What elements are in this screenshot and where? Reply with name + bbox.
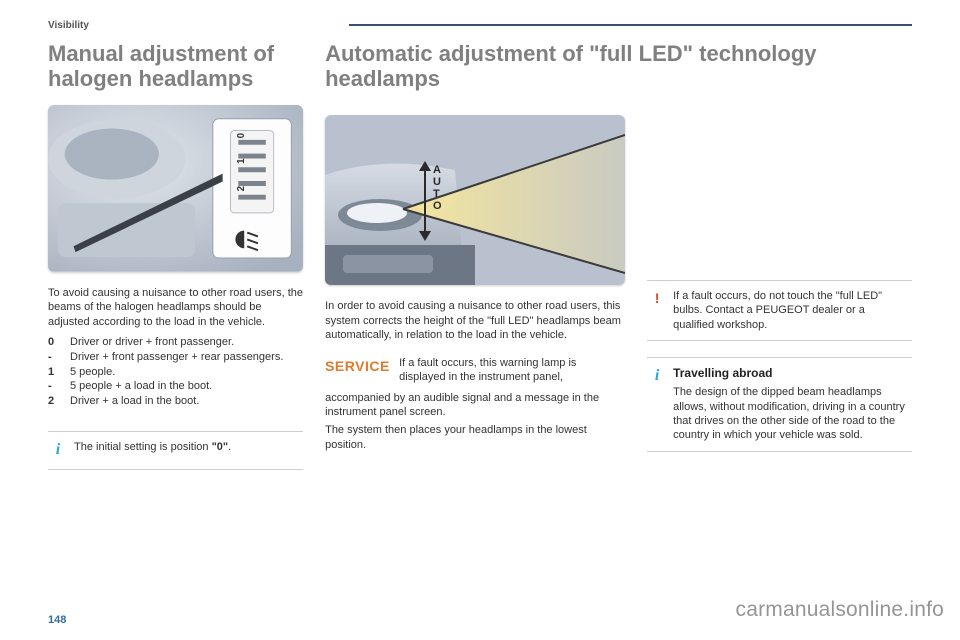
warning-note: ! If a fault occurs, do not touch the "f… [647,280,912,341]
svg-text:T: T [433,188,440,200]
note-initial-setting: i The initial setting is position "0". [48,431,303,470]
service-icon: SERVICE [325,356,389,385]
service-text-2: accompanied by an audible signal and a m… [325,391,625,420]
def-row: 15 people. [48,365,303,380]
left-heading: Manual adjustment of halogen headlamps [48,42,303,91]
info-icon: i [52,440,64,461]
service-text-1: If a fault occurs, this warning lamp is … [399,356,625,385]
svg-text:U: U [433,176,441,188]
left-body: To avoid causing a nuisance to other roa… [48,286,303,409]
info-note-travelling: i Travelling abroad The design of the di… [647,357,912,452]
svg-text:1: 1 [236,158,247,164]
page-number: 148 [48,614,66,626]
left-def-list: 0Driver or driver + front passenger. -Dr… [48,335,303,409]
column-right: ! If a fault occurs, do not touch the "f… [647,42,912,470]
column-left: Manual adjustment of halogen headlamps [48,42,303,470]
info-text: The design of the dipped beam headlamps … [673,386,905,441]
warning-icon: ! [651,289,663,307]
mid-intro: In order to avoid causing a nuisance to … [325,299,625,342]
header-bar: Visibility [48,20,912,30]
section-label: Visibility [48,20,89,31]
illustration-led: A U T O [325,115,625,285]
def-row: -5 people + a load in the boot. [48,379,303,394]
note-text: The initial setting is position "0". [74,440,299,454]
right-spacer [647,42,912,280]
def-row: 0Driver or driver + front passenger. [48,335,303,350]
dial-illustration-svg: 0 1 2 [48,105,303,272]
header-rule [349,24,912,26]
mid-body: In order to avoid causing a nuisance to … [325,299,625,452]
svg-text:2: 2 [236,186,247,192]
left-intro: To avoid causing a nuisance to other roa… [48,286,303,329]
service-text-3: The system then places your headlamps in… [325,423,625,452]
def-row: 2Driver + a load in the boot. [48,394,303,409]
info-title: Travelling abroad [673,366,908,382]
svg-text:A: A [433,164,441,176]
info-icon: i [651,366,663,387]
svg-text:0: 0 [236,133,247,139]
content-columns: Manual adjustment of halogen headlamps [48,42,912,470]
def-row: -Driver + front passenger + rear passeng… [48,350,303,365]
warning-text: If a fault occurs, do not touch the "ful… [673,289,908,332]
service-block: SERVICE If a fault occurs, this warning … [325,356,625,385]
svg-text:O: O [433,200,442,212]
watermark: carmanualsonline.info [736,598,945,622]
led-illustration-svg: A U T O [325,115,625,285]
illustration-dial: 0 1 2 [48,105,303,272]
column-middle: Automatic adjustment of "full LED" techn… [325,42,625,470]
